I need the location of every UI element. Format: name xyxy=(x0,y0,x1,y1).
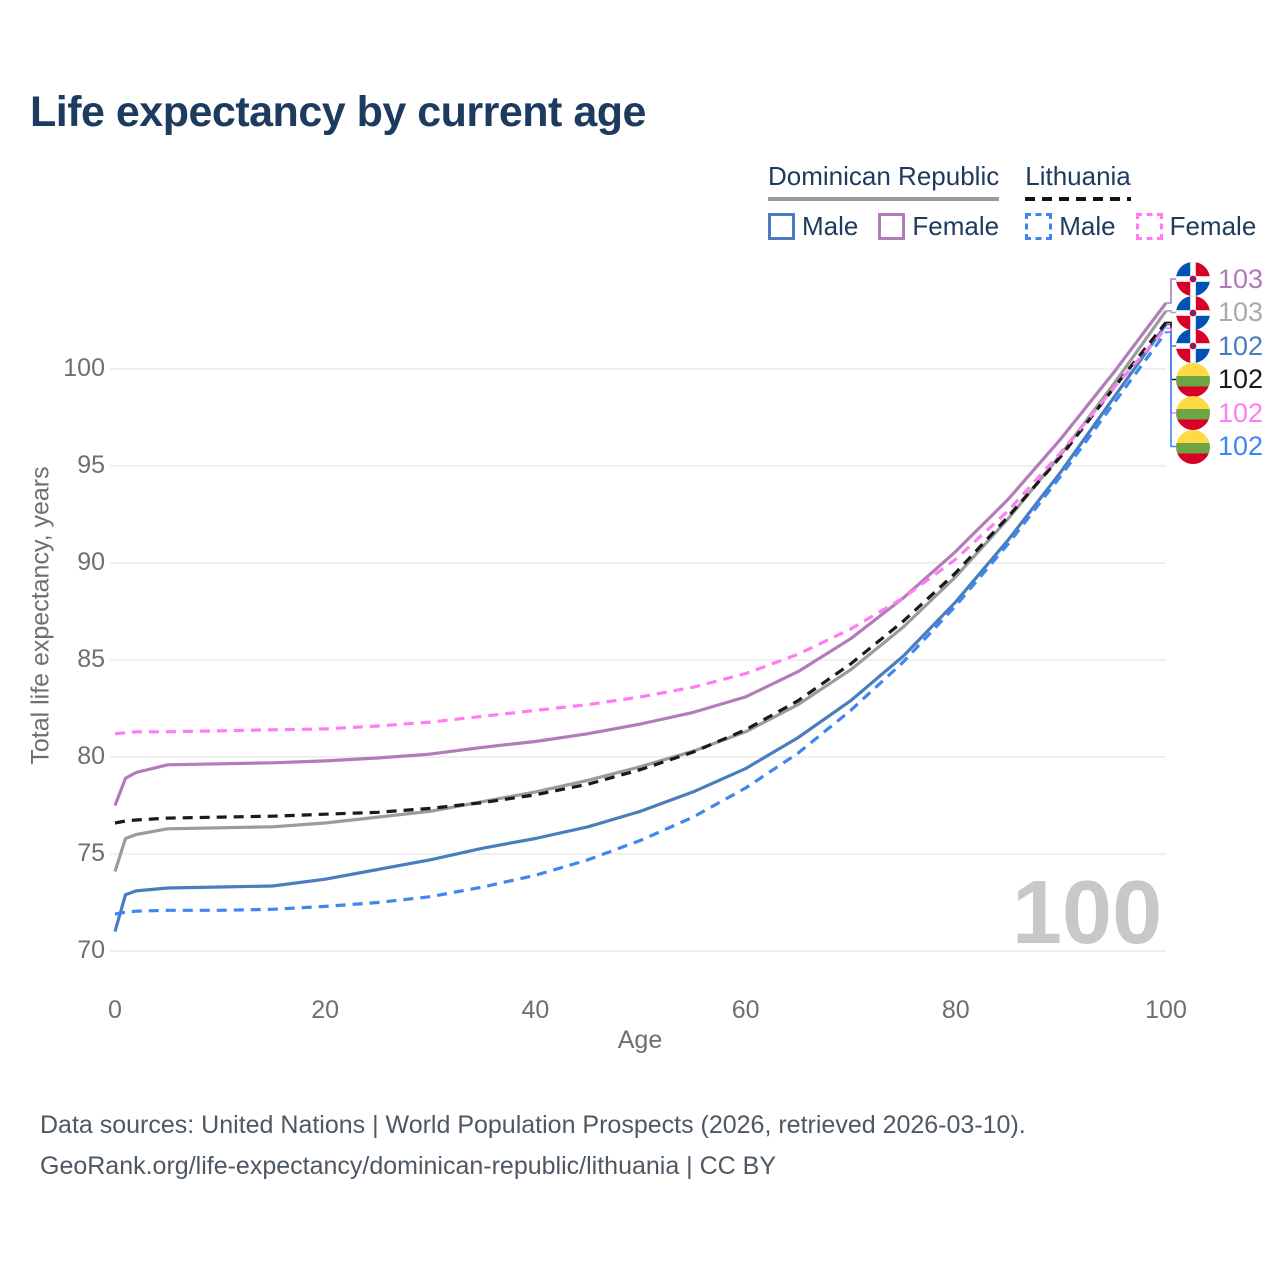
legend-country-label: Dominican Republic xyxy=(768,161,1000,191)
end-label-row: 102 xyxy=(1176,362,1264,397)
legend-item-label: Male xyxy=(802,211,859,241)
footer: Data sources: United Nations | World Pop… xyxy=(40,1105,1026,1187)
series-lt_total-line xyxy=(114,321,1168,825)
legend-item-label: Female xyxy=(1169,211,1257,241)
legend-item-label: Male xyxy=(1059,211,1116,241)
end-label-connector xyxy=(1166,310,1176,314)
series-lt_female-line xyxy=(114,327,1168,736)
series-dr_male-line xyxy=(113,323,1168,933)
y-tick-label: 85 xyxy=(77,645,105,673)
dominican-republic-flag-icon xyxy=(1176,329,1210,363)
legend-item-lt-male[interactable]: Male xyxy=(1025,211,1116,242)
x-tick-label: 0 xyxy=(108,996,122,1024)
dr-male-swatch-icon xyxy=(768,213,795,240)
x-tick-label: 40 xyxy=(521,996,550,1024)
end-label-connector xyxy=(1166,278,1176,304)
y-tick-label: 70 xyxy=(77,936,105,964)
lithuania-flag-icon xyxy=(1176,429,1210,464)
x-tick-label: 20 xyxy=(311,996,340,1024)
series-dr_female-line xyxy=(113,302,1168,807)
dominican-republic-flag-icon xyxy=(1176,295,1210,330)
end-label-value: 102 xyxy=(1218,397,1264,428)
page-title: Life expectancy by current age xyxy=(30,88,646,136)
attribution-text: GeoRank.org/life-expectancy/dominican-re… xyxy=(40,1152,777,1180)
series-lt_male-line xyxy=(114,331,1168,916)
dr-female-swatch-icon xyxy=(878,213,906,240)
end-label-row: 102 xyxy=(1176,429,1264,464)
lithuania-flag-icon xyxy=(1176,362,1210,397)
end-label-row: 102 xyxy=(1176,396,1263,430)
x-tick-label: 100 xyxy=(1145,996,1187,1024)
legend-item-dr-male[interactable]: Male xyxy=(768,211,858,242)
end-label-connector xyxy=(1166,331,1176,448)
end-label-row: 103 xyxy=(1176,262,1263,296)
lt-male-swatch-icon xyxy=(1025,213,1053,240)
legend-group-dominican-republic: Dominican Republic Male Female xyxy=(768,161,1000,242)
x-tick-label: 80 xyxy=(941,996,970,1024)
lithuania-flag-icon xyxy=(1176,396,1210,430)
lithuania-line-sample xyxy=(1025,197,1131,201)
end-label-value: 102 xyxy=(1218,364,1264,394)
legend-item-dr-female[interactable]: Female xyxy=(878,211,999,242)
y-tick-label: 80 xyxy=(77,742,105,770)
legend: Dominican Republic Male Female Lithuania… xyxy=(768,161,1256,242)
end-label-value: 102 xyxy=(1218,431,1264,461)
dominican-republic-flag-icon xyxy=(1176,262,1210,296)
y-tick-label: 95 xyxy=(77,451,105,479)
end-label-value: 103 xyxy=(1218,297,1264,327)
y-tick-label: 75 xyxy=(77,839,105,867)
y-tick-label: 90 xyxy=(77,548,105,576)
lt-female-swatch-icon xyxy=(1135,213,1163,240)
legend-group-lithuania: Lithuania Male Female xyxy=(1025,161,1256,242)
legend-item-lt-female[interactable]: Female xyxy=(1135,211,1257,242)
end-label-row: 103 xyxy=(1176,295,1264,330)
legend-item-label: Female xyxy=(912,211,1000,241)
dominican-republic-line-sample xyxy=(768,197,1000,201)
legend-country-lithuania[interactable]: Lithuania xyxy=(1025,161,1131,201)
end-label-value: 103 xyxy=(1218,263,1264,294)
end-label-row: 102 xyxy=(1176,329,1263,363)
age-counter-watermark: 100 xyxy=(1012,863,1163,963)
legend-country-label: Lithuania xyxy=(1025,161,1131,191)
x-tick-label: 60 xyxy=(731,996,760,1024)
series-dr_total-line xyxy=(113,309,1168,872)
x-axis-title: Age xyxy=(617,1026,663,1054)
y-tick-label: 100 xyxy=(63,354,105,382)
data-sources-text: Data sources: United Nations | World Pop… xyxy=(40,1111,1026,1139)
legend-country-dominican-republic[interactable]: Dominican Republic xyxy=(768,161,1000,201)
end-label-value: 102 xyxy=(1218,330,1264,361)
